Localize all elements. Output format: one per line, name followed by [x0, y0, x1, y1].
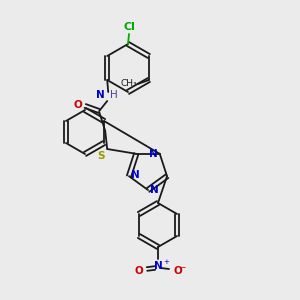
Text: N: N — [154, 261, 162, 271]
Text: CH₃: CH₃ — [120, 80, 137, 88]
Text: N: N — [97, 90, 105, 100]
Text: N: N — [149, 149, 158, 159]
Text: H: H — [110, 90, 118, 100]
Text: O: O — [134, 266, 143, 276]
Text: O: O — [173, 266, 182, 276]
Text: O: O — [74, 100, 82, 110]
Text: N: N — [150, 185, 159, 195]
Text: Cl: Cl — [123, 22, 135, 32]
Text: +: + — [163, 259, 169, 265]
Text: −: − — [179, 263, 185, 272]
Text: N: N — [131, 170, 140, 180]
Text: S: S — [98, 151, 105, 161]
